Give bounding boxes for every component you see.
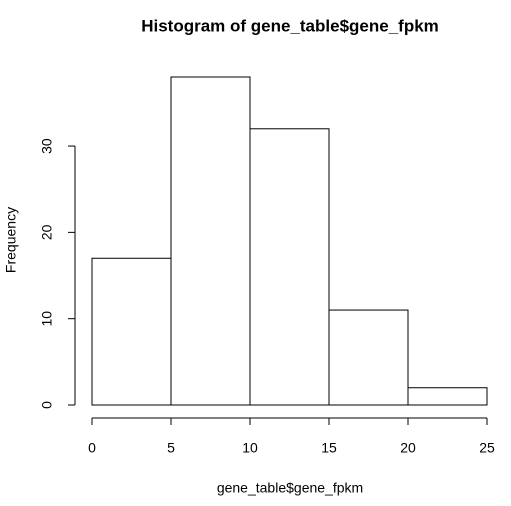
x-axis-label: gene_table$gene_fpkm [217, 480, 363, 496]
y-tick-label: 10 [39, 311, 55, 327]
x-tick-label: 20 [400, 440, 416, 456]
bar [407, 387, 488, 406]
y-tick-label: 20 [39, 224, 55, 240]
x-tick-label: 10 [242, 440, 258, 456]
bar [328, 309, 409, 406]
chart-title: Histogram of gene_table$gene_fpkm [141, 16, 439, 35]
x-tick-label: 5 [167, 440, 175, 456]
y-axis-label: Frequency [3, 207, 19, 273]
bar [91, 257, 172, 406]
y-tick-label: 0 [39, 401, 55, 409]
y-tick-label: 30 [39, 138, 55, 154]
x-tick-label: 25 [479, 440, 495, 456]
x-tick-label: 0 [88, 440, 96, 456]
bar [249, 128, 330, 406]
bar [170, 76, 251, 406]
x-tick-label: 15 [321, 440, 337, 456]
